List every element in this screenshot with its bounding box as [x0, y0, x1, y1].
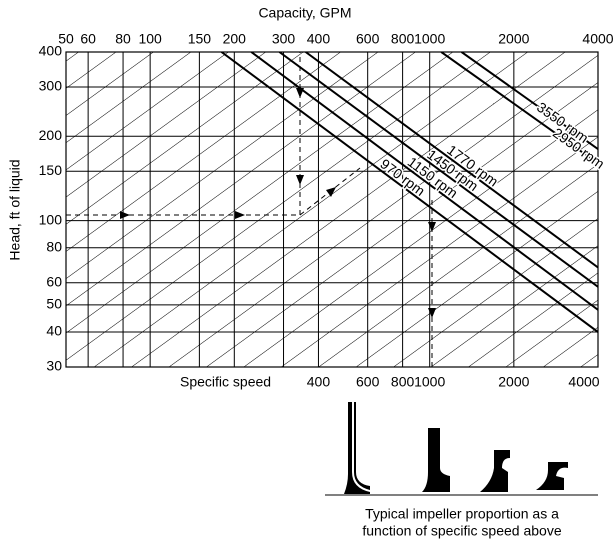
x-tick-label: 800	[391, 31, 415, 47]
caption: Typical impeller proportion as a	[365, 506, 559, 522]
rpm-line	[220, 52, 598, 333]
y-tick-label: 80	[46, 238, 62, 254]
y-tick-label: 400	[39, 43, 63, 59]
y-tick-label: 200	[39, 127, 63, 143]
y-tick-label: 50	[46, 296, 62, 312]
arrow	[296, 175, 304, 185]
y-tick-label: 100	[39, 211, 63, 227]
x-tick-label: 300	[272, 31, 296, 47]
x-tick-label: 80	[115, 31, 131, 47]
x-tick-label: 4000	[582, 31, 613, 47]
impeller	[344, 402, 370, 494]
x-tick-label: 200	[223, 31, 247, 47]
hatching	[66, 52, 598, 367]
plot-frame	[65, 51, 599, 368]
y-tick-label: 300	[39, 78, 63, 94]
impellers	[344, 402, 568, 494]
impeller	[480, 450, 510, 492]
arrow	[296, 88, 304, 98]
y-axis-label: Head, ft of liquid	[7, 159, 23, 260]
rpm-line	[305, 52, 598, 269]
y-tick-label: 40	[46, 323, 62, 339]
x-tick-label: 150	[188, 31, 212, 47]
rpm-line	[250, 52, 598, 311]
impeller	[536, 462, 568, 490]
x2-axis-label: Specific speed	[180, 374, 271, 390]
arrow	[235, 211, 245, 219]
arrow	[326, 187, 336, 197]
caption: function of specific speed above	[362, 523, 561, 539]
rpm-lines	[220, 52, 598, 333]
arrows	[120, 88, 436, 318]
x-tick-label: 600	[356, 31, 380, 47]
x-tick-label: 100	[138, 31, 162, 47]
x2-tick-label: 1000	[414, 374, 445, 390]
rpm-line	[278, 52, 598, 288]
x-tick-label: 400	[307, 31, 331, 47]
chart-title: Capacity, GPM	[258, 5, 351, 21]
x2-tick-label: 600	[356, 374, 380, 390]
arrow	[120, 211, 130, 219]
x-tick-label: 60	[80, 31, 96, 47]
x2-tick-label: 400	[307, 374, 331, 390]
y-tick-label: 150	[39, 162, 63, 178]
rpm-line	[440, 52, 598, 165]
y-tick-label: 60	[46, 273, 62, 289]
impeller-detail	[352, 402, 370, 492]
arrow	[428, 222, 436, 232]
x2-tick-label: 800	[391, 374, 415, 390]
x2-tick-label: 2000	[498, 374, 529, 390]
y-tick-label: 30	[46, 358, 62, 374]
x-tick-label: 50	[58, 31, 74, 47]
rpm-line	[460, 52, 598, 150]
arrow	[428, 308, 436, 318]
x-tick-label: 2000	[498, 31, 529, 47]
x2-tick-label: 4000	[568, 374, 599, 390]
x-tick-label: 1000	[414, 31, 445, 47]
impeller	[422, 428, 450, 492]
